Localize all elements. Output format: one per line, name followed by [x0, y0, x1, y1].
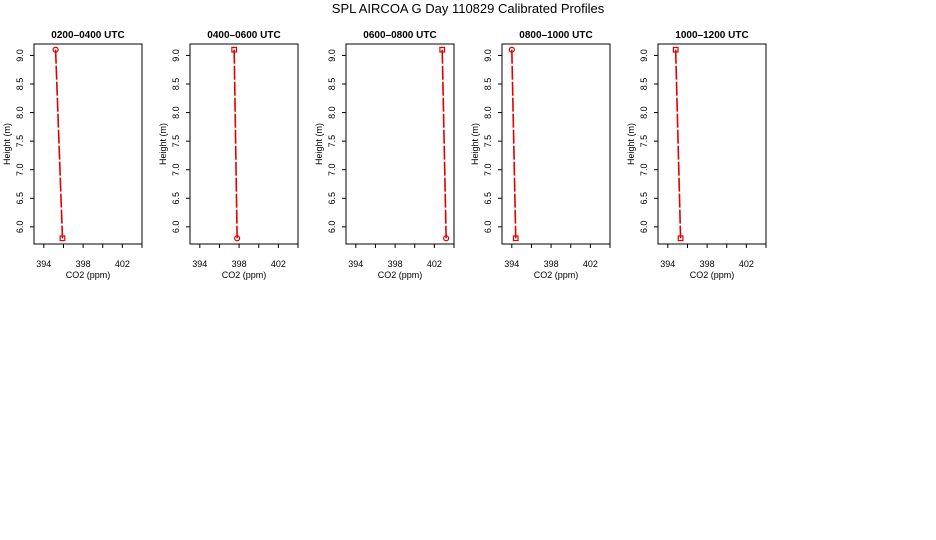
- y-tick-label: 8.5: [483, 78, 493, 91]
- y-tick-label: 9.0: [483, 49, 493, 62]
- x-tick-label: 394: [192, 259, 207, 269]
- x-tick-label: 394: [36, 259, 51, 269]
- x-axis-label: CO2 (ppm): [222, 270, 267, 280]
- plot-frame: [345, 43, 455, 245]
- page-title: SPL AIRCOA G Day 110829 Calibrated Profi…: [331, 1, 605, 16]
- x-tick-label: 402: [739, 259, 754, 269]
- profile-line: [441, 49, 447, 239]
- plot-frame: [501, 43, 611, 245]
- y-tick-label: 8.0: [483, 106, 493, 119]
- chart-panel-2: 0400–0600 UTC 394 398 402 6.0 6.5 7.0 7.5 8.0 8.5…: [158, 30, 299, 280]
- x-tick-label: 394: [660, 259, 675, 269]
- data-point: [59, 235, 66, 242]
- data-point: [677, 235, 684, 242]
- y-axis-label: Height (m): [470, 123, 480, 165]
- y-tick-label: 9.0: [15, 49, 25, 62]
- chart-title: 1000–1200 UTC: [675, 30, 748, 41]
- y-tick-label: 7.0: [327, 163, 337, 176]
- x-tick-label: 398: [544, 259, 559, 269]
- y-tick-label: 8.5: [171, 78, 181, 91]
- y-tick-label: 7.5: [483, 135, 493, 148]
- chart-panel-3: 0600–0800 UTC 394 398 402 6.0 6.5 7.0 7.5 8.0 8.5…: [314, 30, 455, 280]
- x-tick-label: 402: [271, 259, 286, 269]
- y-tick-label: 7.5: [171, 135, 181, 148]
- data-point: [508, 46, 515, 53]
- y-tick-label: 6.0: [15, 221, 25, 234]
- y-tick-label: 6.0: [639, 221, 649, 234]
- y-tick-label: 7.0: [171, 163, 181, 176]
- chart-title: 0800–1000 UTC: [519, 30, 592, 41]
- y-tick-label: 8.0: [15, 106, 25, 119]
- y-tick-label: 7.0: [639, 163, 649, 176]
- y-tick-label: 8.5: [15, 78, 25, 91]
- x-tick-label: 398: [700, 259, 715, 269]
- y-axis-label: Height (m): [626, 123, 636, 165]
- y-tick-label: 7.0: [15, 163, 25, 176]
- plot-frame: [189, 43, 299, 245]
- profile-line: [233, 49, 238, 239]
- y-tick-label: 6.0: [483, 221, 493, 234]
- y-tick-label: 8.0: [327, 106, 337, 119]
- y-tick-label: 8.5: [639, 78, 649, 91]
- data-point: [443, 235, 450, 242]
- y-axis-label: Height (m): [2, 123, 12, 165]
- y-axis-label: Height (m): [158, 123, 168, 165]
- profile-line: [54, 49, 64, 239]
- y-tick-label: 6.0: [171, 221, 181, 234]
- x-tick-label: 398: [388, 259, 403, 269]
- y-tick-label: 7.5: [15, 135, 25, 148]
- y-tick-label: 7.5: [327, 135, 337, 148]
- profile-charts: 0200–0400 UTC 394 398 402 6.0 6.5 7.0 7.5 8.0 8.5…: [2, 30, 767, 280]
- x-tick-label: 402: [115, 259, 130, 269]
- y-tick-label: 8.5: [327, 78, 337, 91]
- profile-line: [511, 49, 517, 239]
- x-tick-label: 394: [348, 259, 363, 269]
- y-tick-label: 9.0: [327, 49, 337, 62]
- x-tick-label: 402: [583, 259, 598, 269]
- data-point: [231, 46, 238, 53]
- x-axis-label: CO2 (ppm): [66, 270, 111, 280]
- data-point: [52, 46, 59, 53]
- y-tick-label: 6.5: [171, 192, 181, 205]
- y-tick-label: 6.5: [639, 192, 649, 205]
- x-axis-label: CO2 (ppm): [378, 270, 423, 280]
- y-tick-label: 6.5: [483, 192, 493, 205]
- chart-title: 0200–0400 UTC: [51, 30, 124, 41]
- plot-frame: [33, 43, 143, 245]
- y-tick-label: 9.0: [171, 49, 181, 62]
- y-tick-label: 9.0: [639, 49, 649, 62]
- x-tick-label: 398: [76, 259, 91, 269]
- y-tick-label: 8.0: [639, 106, 649, 119]
- data-point: [672, 46, 679, 53]
- chart-panel-5: 1000–1200 UTC 394 398 402 6.0 6.5 7.0 7.5 8.0 8.5…: [626, 30, 767, 280]
- x-tick-label: 398: [232, 259, 247, 269]
- data-point: [512, 235, 519, 242]
- y-axis-label: Height (m): [314, 123, 324, 165]
- plot-frame: [657, 43, 767, 245]
- chart-title: 0600–0800 UTC: [363, 30, 436, 41]
- y-tick-label: 6.5: [15, 192, 25, 205]
- y-tick-label: 7.5: [639, 135, 649, 148]
- x-axis-label: CO2 (ppm): [534, 270, 579, 280]
- x-tick-label: 394: [504, 259, 519, 269]
- y-tick-label: 8.0: [171, 106, 181, 119]
- y-tick-label: 6.5: [327, 192, 337, 205]
- x-axis-label: CO2 (ppm): [690, 270, 735, 280]
- chart-title: 0400–0600 UTC: [207, 30, 280, 41]
- x-tick-label: 402: [427, 259, 442, 269]
- data-point: [439, 46, 446, 53]
- y-tick-label: 6.0: [327, 221, 337, 234]
- chart-panel-4: 0800–1000 UTC 394 398 402 6.0 6.5 7.0 7.5 8.0 8.5…: [470, 30, 611, 280]
- profile-line: [674, 49, 682, 239]
- y-tick-label: 7.0: [483, 163, 493, 176]
- chart-panel-1: 0200–0400 UTC 394 398 402 6.0 6.5 7.0 7.5 8.0 8.5…: [2, 30, 143, 280]
- data-point: [234, 235, 241, 242]
